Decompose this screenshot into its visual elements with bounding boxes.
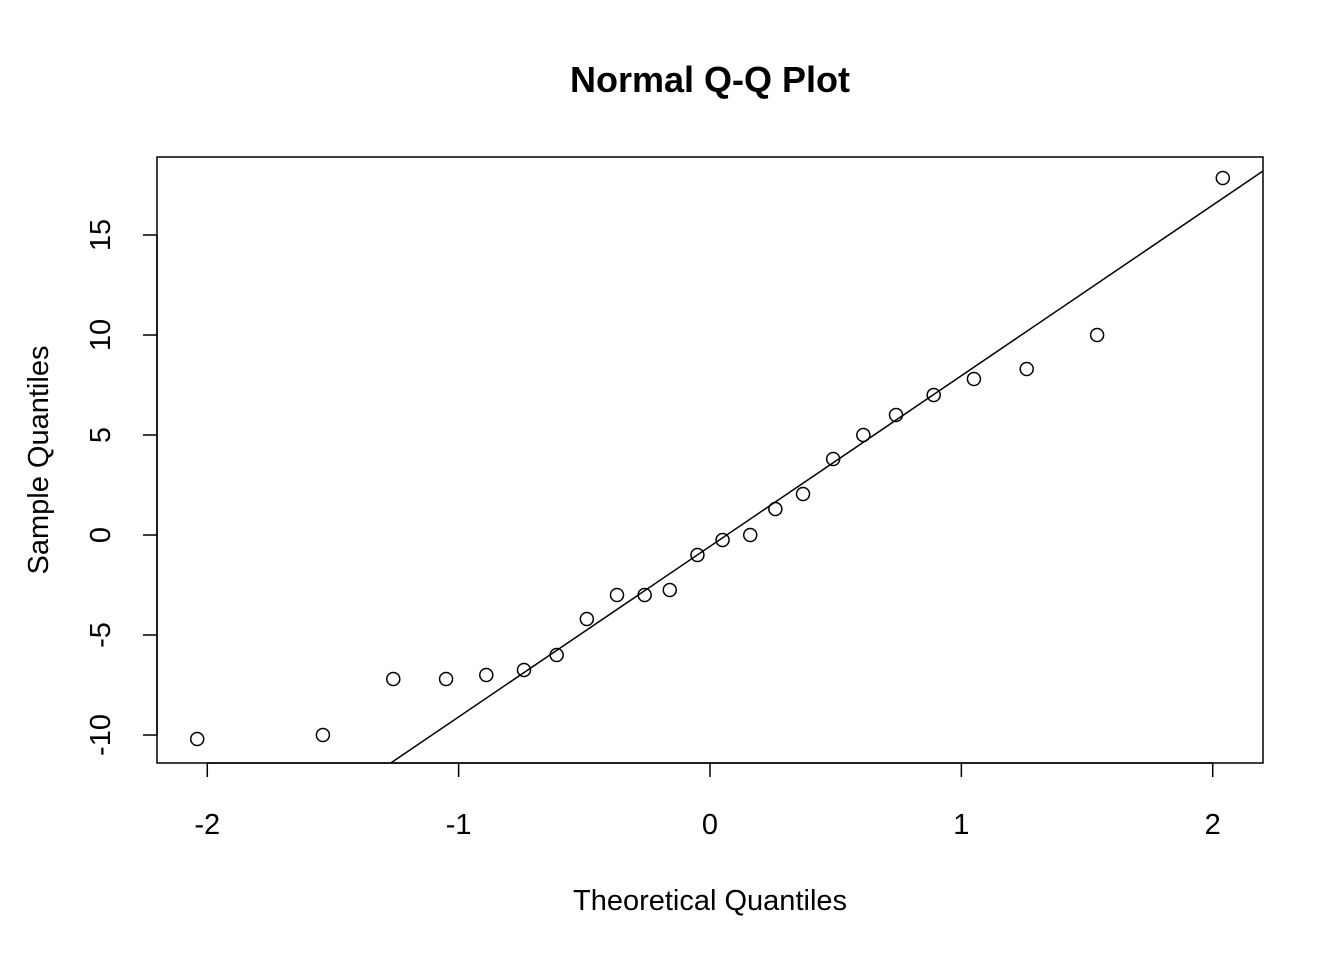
x-tick-label: -1 <box>446 809 472 841</box>
data-point <box>386 671 401 687</box>
plot-frame <box>156 156 1264 764</box>
y-tick-label: 15 <box>85 219 117 251</box>
x-tick-label: 2 <box>1205 809 1221 841</box>
data-point <box>715 532 730 548</box>
chart-title: Normal Q-Q Plot <box>570 59 850 100</box>
data-point <box>1019 361 1034 377</box>
data-point <box>795 486 811 502</box>
data-point <box>579 611 595 627</box>
y-tick-label: 0 <box>85 527 117 543</box>
data-point <box>662 582 678 598</box>
x-tick-label: 0 <box>702 809 718 841</box>
x-axis-title: Theoretical Quantiles <box>573 885 847 917</box>
data-point <box>516 662 532 678</box>
data-point <box>856 427 871 443</box>
y-axis-title: Sample Quantiles <box>23 346 55 575</box>
data-point <box>549 647 564 663</box>
data-point <box>825 451 841 467</box>
points-group <box>189 170 1231 747</box>
data-point <box>315 727 331 743</box>
data-point <box>926 387 941 403</box>
data-point <box>966 371 982 387</box>
data-point <box>189 731 205 747</box>
x-axis: -2 -1 0 1 2 <box>194 762 1221 841</box>
y-tick-label: 5 <box>85 427 117 443</box>
x-tick-label: -2 <box>194 809 220 841</box>
data-point <box>609 587 625 603</box>
y-axis: -10 -5 0 5 10 15 <box>85 219 158 756</box>
data-point <box>1089 327 1105 343</box>
y-tick-label: 10 <box>85 319 117 351</box>
data-point <box>768 501 783 517</box>
y-tick-label: -10 <box>85 714 117 756</box>
data-point <box>637 587 652 603</box>
data-point <box>888 407 904 423</box>
qq-reference-line <box>390 170 1264 764</box>
data-point <box>1215 170 1231 186</box>
y-tick-label: -5 <box>85 622 117 648</box>
reference-line-group <box>390 170 1264 764</box>
data-point <box>479 667 494 683</box>
x-tick-label: 1 <box>953 809 969 841</box>
data-point <box>742 527 758 543</box>
data-point <box>438 671 454 687</box>
data-point <box>690 547 705 563</box>
